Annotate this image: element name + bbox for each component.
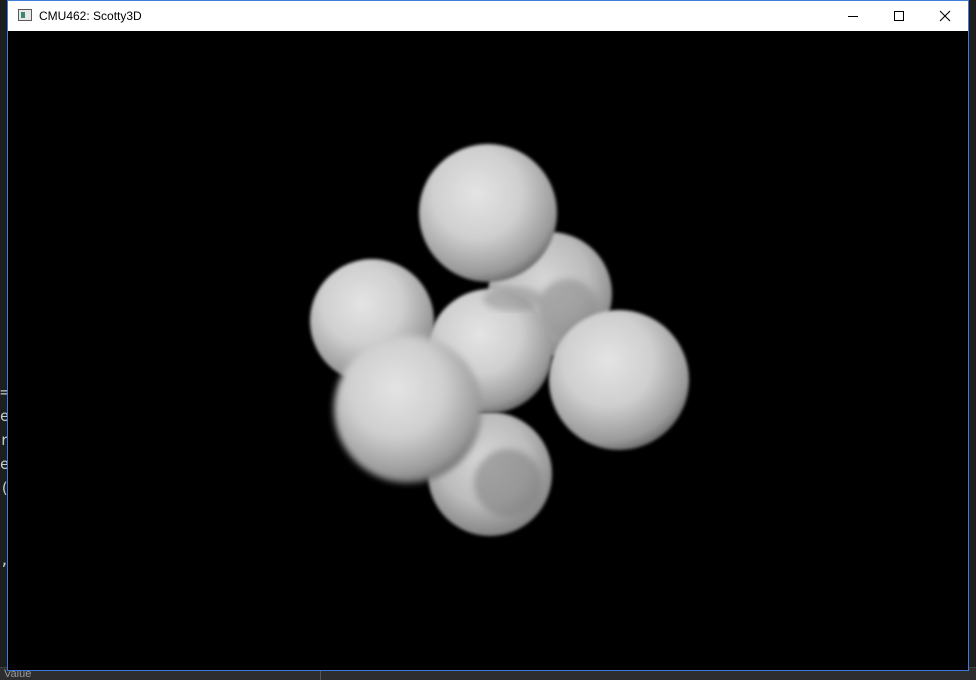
sphere-top	[419, 144, 557, 282]
scotty3d-window[interactable]: CMU462: Scotty3D	[7, 0, 969, 671]
window-title: CMU462: Scotty3D	[39, 9, 142, 23]
close-button[interactable]	[922, 1, 968, 31]
render-viewport[interactable]	[8, 31, 968, 670]
sphere-right	[549, 310, 689, 450]
maximize-button[interactable]	[876, 1, 922, 31]
rendered-spheres-scene	[310, 144, 689, 536]
gutter-char: e	[0, 455, 8, 473]
gutter-char: (	[0, 476, 8, 500]
minimize-button[interactable]	[830, 1, 876, 31]
gutter-char: e	[0, 407, 8, 425]
close-icon	[939, 10, 951, 22]
app-window-icon	[18, 9, 32, 21]
minimize-icon	[848, 16, 858, 17]
maximize-icon	[894, 11, 904, 21]
gutter-char: r	[0, 431, 8, 449]
background-code-gutter: = e r e ( ,	[0, 380, 8, 620]
gutter-char: =	[0, 383, 8, 401]
title-bar[interactable]: CMU462: Scotty3D	[8, 1, 968, 31]
sphere-front-left	[334, 335, 482, 483]
gutter-char: ,	[0, 548, 8, 572]
status-divider	[320, 668, 321, 680]
status-label: Value	[4, 668, 32, 680]
